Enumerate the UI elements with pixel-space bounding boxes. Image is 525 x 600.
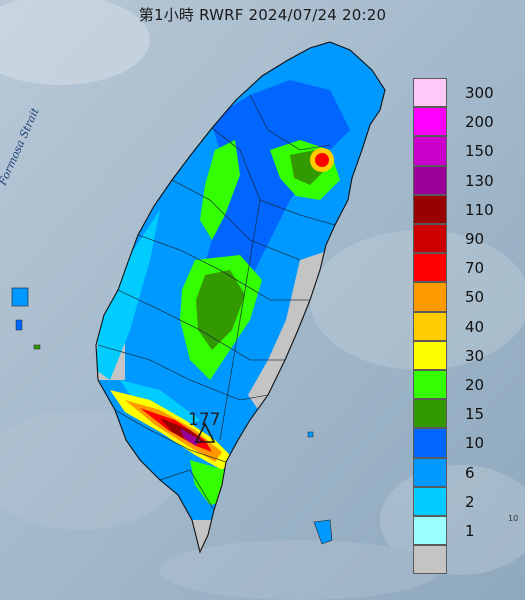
legend-label: 2 bbox=[465, 492, 475, 511]
legend-label: 200 bbox=[465, 113, 494, 132]
legend-swatch bbox=[413, 78, 447, 108]
legend-swatch bbox=[413, 428, 447, 458]
legend-label: 70 bbox=[465, 259, 485, 278]
legend-swatch bbox=[413, 370, 447, 400]
island-outline bbox=[95, 41, 386, 554]
legend-swatch bbox=[413, 224, 447, 254]
offshore-islands bbox=[11, 287, 333, 545]
legend-swatch bbox=[413, 486, 447, 516]
legend-label: 10 bbox=[465, 434, 485, 453]
legend-swatch bbox=[413, 340, 447, 370]
legend-label: 50 bbox=[465, 288, 485, 307]
legend-label: 110 bbox=[465, 200, 494, 219]
legend-swatch bbox=[413, 253, 447, 283]
legend-label: 40 bbox=[465, 317, 485, 336]
max-rain-value: 177 bbox=[188, 410, 221, 430]
legend-label: 6 bbox=[465, 463, 475, 482]
legend-swatch bbox=[413, 165, 447, 195]
legend-swatch bbox=[413, 399, 447, 429]
legend-swatch bbox=[413, 282, 447, 312]
legend-label: 150 bbox=[465, 142, 494, 161]
legend-swatch bbox=[413, 311, 447, 341]
legend-label: 15 bbox=[465, 405, 485, 424]
legend-label: 20 bbox=[465, 376, 485, 394]
legend-swatch bbox=[413, 136, 447, 166]
legend-label: 90 bbox=[465, 230, 485, 248]
legend-label: 1 bbox=[465, 522, 475, 540]
legend-label: 300 bbox=[465, 84, 494, 102]
legend-swatch bbox=[413, 457, 447, 487]
legend-swatch bbox=[413, 516, 447, 546]
triangle-marker-icon bbox=[194, 422, 216, 443]
legend-label: 30 bbox=[465, 346, 485, 365]
map-title: 第1小時 RWRF 2024/07/24 20:20 bbox=[138, 6, 387, 24]
legend-swatch bbox=[413, 194, 447, 224]
legend-swatch bbox=[413, 107, 447, 137]
corner-text: 10 bbox=[508, 514, 519, 523]
legend-swatch bbox=[413, 545, 447, 575]
legend-label: 130 bbox=[465, 171, 494, 190]
